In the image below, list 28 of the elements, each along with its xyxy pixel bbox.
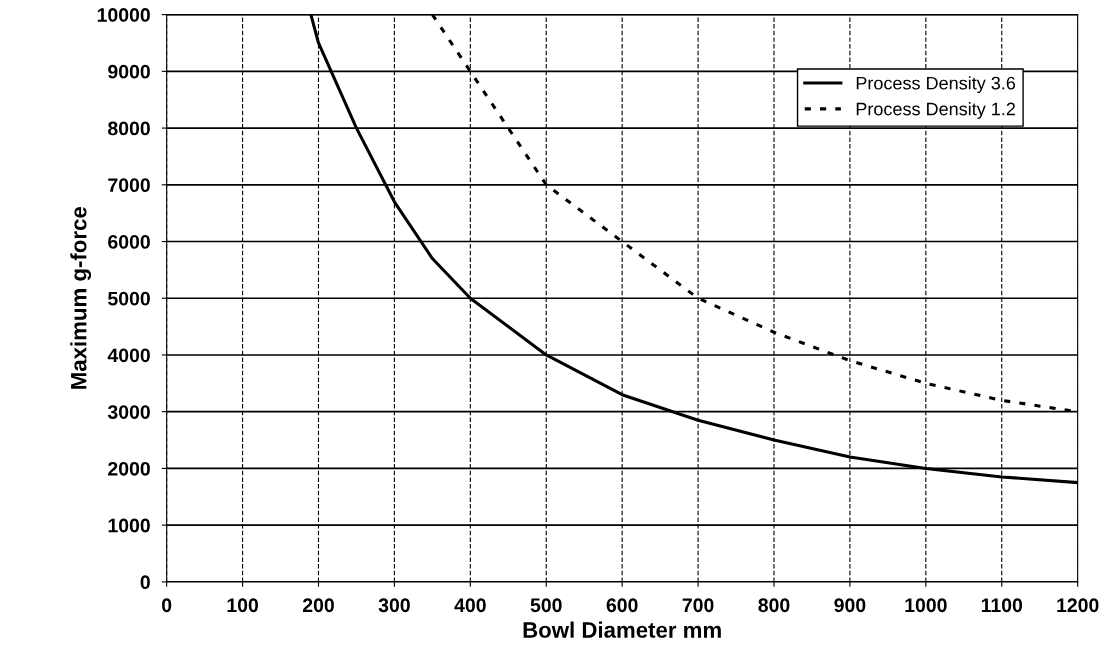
x-tick-label: 700 xyxy=(682,598,714,613)
x-tick-label: 500 xyxy=(530,598,562,613)
x-tick-label: 200 xyxy=(302,598,334,613)
x-tick-label: 1000 xyxy=(905,598,947,613)
y-tick-label: 10000 xyxy=(97,8,150,22)
y-axis-title: Maximum g-force xyxy=(70,207,92,389)
y-tick-label: 5000 xyxy=(108,291,150,306)
x-tick-label: 1200 xyxy=(1057,598,1099,613)
x-tick-label: 900 xyxy=(834,598,866,613)
x-axis-title: Bowl Diameter mm xyxy=(523,621,721,638)
y-tick-label: 4000 xyxy=(107,348,150,363)
y-tick-label: 1000 xyxy=(108,518,150,533)
y-tick-label: 2000 xyxy=(108,461,150,476)
y-tick-label: 0 xyxy=(140,575,150,590)
y-tick-label: 8000 xyxy=(108,121,150,136)
y-tick-label: 7000 xyxy=(108,178,150,193)
x-tick-label: 1100 xyxy=(981,598,1023,613)
x-tick-label: 100 xyxy=(227,598,258,613)
x-tick-label: 400 xyxy=(454,598,486,613)
legend-label: Process Density 3.6 xyxy=(856,76,1016,94)
x-tick-label: 800 xyxy=(758,598,790,613)
x-tick-label: 600 xyxy=(606,598,638,613)
y-tick-label: 6000 xyxy=(108,235,150,249)
x-tick-label: 0 xyxy=(162,598,172,613)
y-tick-label: 3000 xyxy=(107,405,150,419)
y-tick-label: 9000 xyxy=(108,64,150,79)
legend-label: Process Density 1.2 xyxy=(856,102,1015,119)
x-tick-label: 300 xyxy=(378,598,410,613)
